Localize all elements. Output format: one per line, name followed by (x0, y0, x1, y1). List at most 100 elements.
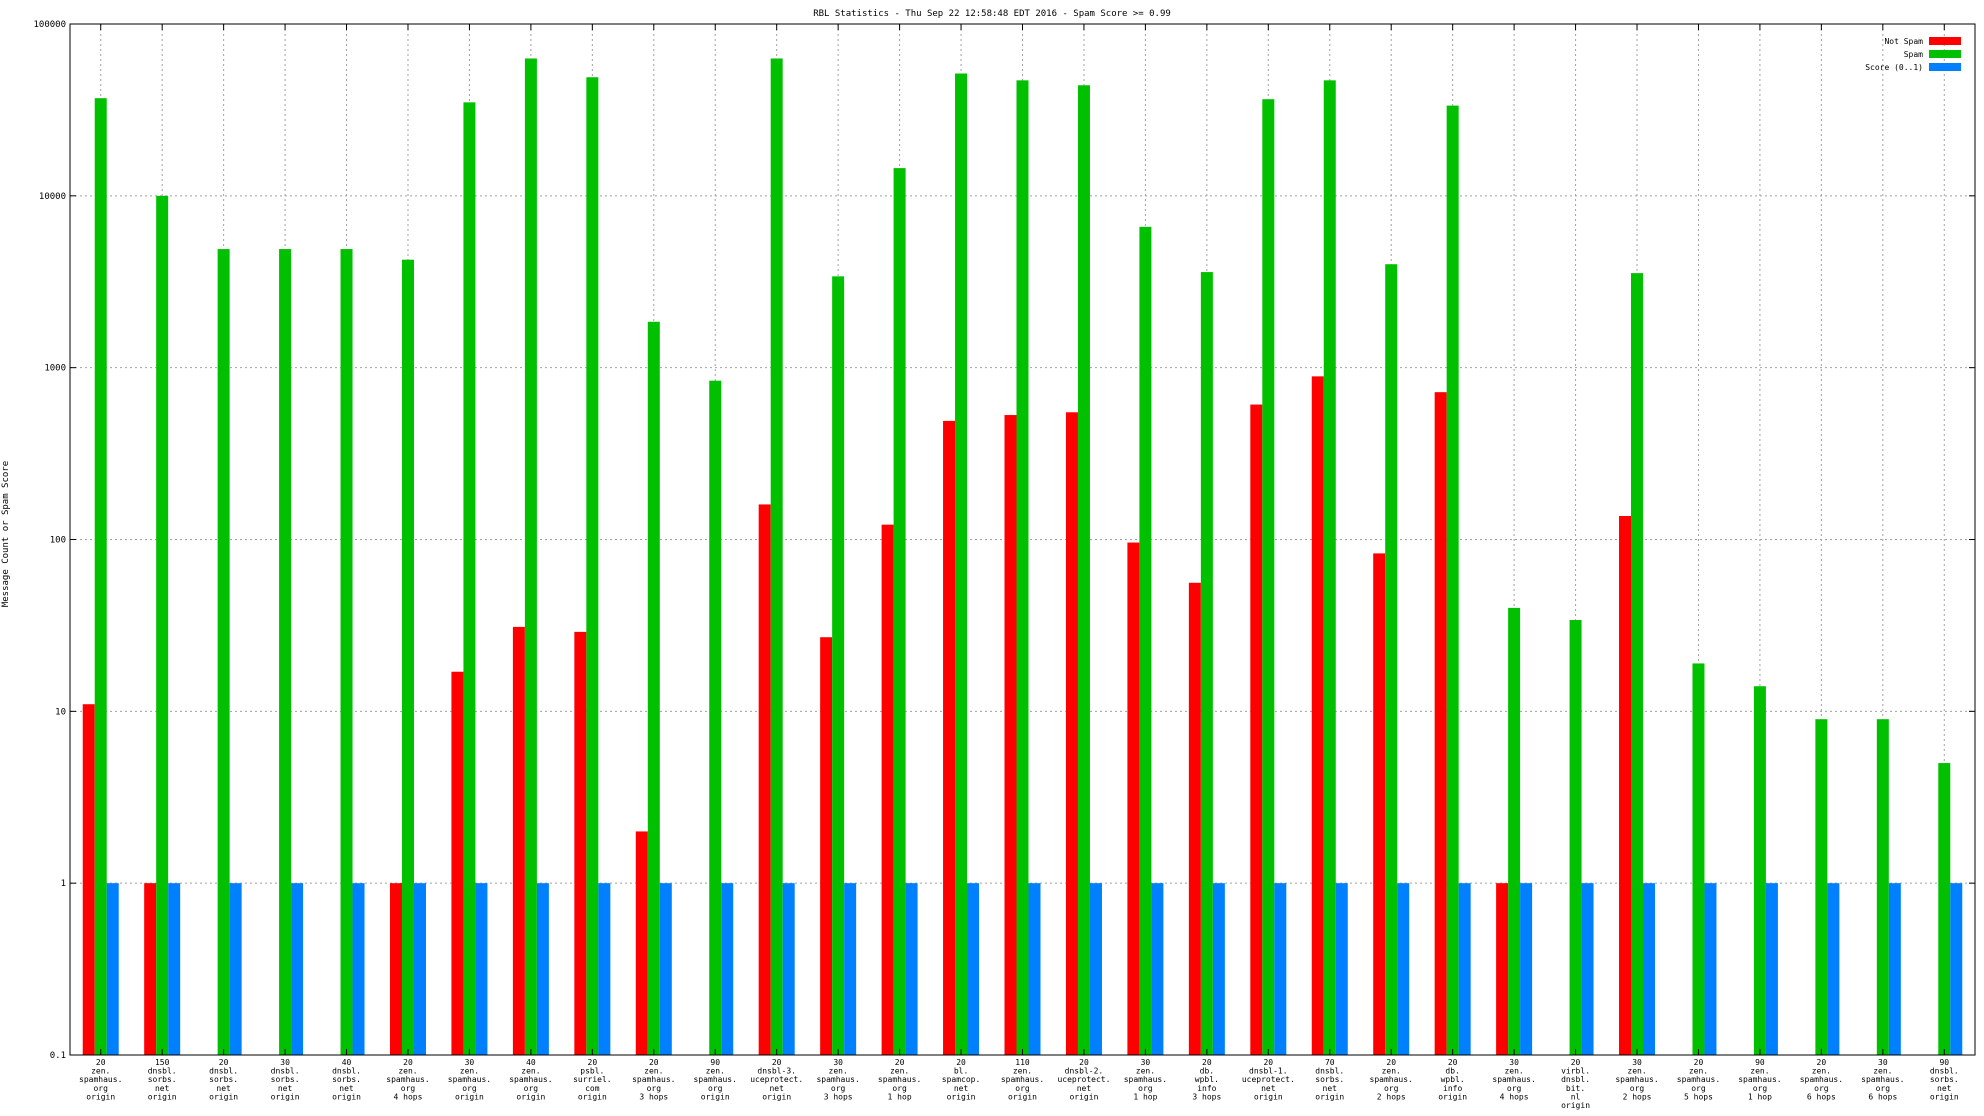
x-tick-label-line: net (1323, 1084, 1338, 1093)
x-tick-label-line: origin (1008, 1092, 1037, 1101)
x-tick-label-line: zen. (1136, 1067, 1155, 1076)
x-tick-label: 150 dnsbl. sorbs. net origin (148, 1058, 177, 1101)
bar-not-spam (574, 631, 587, 1055)
x-tick-label-line: 30 (1509, 1058, 1519, 1067)
x-tick-label-line: dnsbl. (332, 1067, 361, 1076)
bar-spam (1815, 719, 1828, 1055)
bar-score-0-1 (905, 883, 918, 1055)
bar-score-0-1 (475, 883, 488, 1055)
x-tick-label-line: org (831, 1084, 846, 1093)
x-tick-label-line: zen. (1689, 1067, 1708, 1076)
x-tick-label-line: sorbs. (209, 1075, 238, 1084)
x-tick-label-line: org (647, 1084, 662, 1093)
bar-spam (1446, 105, 1459, 1055)
x-tick-label-line: spamhaus. (1124, 1075, 1167, 1084)
chart-title: RBL Statistics - Thu Sep 22 12:58:48 EDT… (813, 9, 1171, 19)
x-tick-label-line: spamcop. (942, 1075, 981, 1084)
bar-spam (340, 249, 353, 1055)
bar-spam (1323, 80, 1336, 1055)
bar-spam (279, 249, 292, 1055)
x-tick-label-line: 90 (1939, 1058, 1949, 1067)
bar-not-spam (1311, 376, 1324, 1055)
bar-score-0-1 (598, 883, 611, 1055)
bar-spam (524, 58, 537, 1055)
x-tick-label-line: 30 (1141, 1058, 1151, 1067)
x-tick-label-line: origin (1438, 1092, 1467, 1101)
x-tick-label-line: zen. (398, 1067, 417, 1076)
x-tick-label-line: net (1077, 1084, 1092, 1093)
x-tick-label-line: spamhaus. (509, 1075, 552, 1084)
x-tick-label-line: sorbs. (148, 1075, 177, 1084)
x-tick-label-line: 20 (96, 1058, 106, 1067)
x-tick-label-line: 20 (1694, 1058, 1704, 1067)
x-tick-label: 90 zen. spamhaus. org origin (694, 1058, 737, 1101)
x-tick-label: 20 dnsbl-3. uceprotect. net origin (750, 1058, 803, 1101)
bar-score-0-1 (1765, 883, 1778, 1055)
x-tick-label-line: 20 (588, 1058, 598, 1067)
bar-spam (1569, 620, 1582, 1055)
x-tick-label-line: zen. (706, 1067, 725, 1076)
x-tick-label-line: 1 hop (1133, 1092, 1157, 1101)
bar-score-0-1 (1704, 883, 1717, 1055)
x-tick-label-line: dnsbl. (1930, 1067, 1959, 1076)
x-tick-label-line: uceprotect. (1057, 1075, 1110, 1084)
bar-spam (156, 195, 169, 1056)
bar-not-spam (1065, 412, 1078, 1055)
bar-score-0-1 (1397, 883, 1410, 1055)
bar-spam (1200, 272, 1213, 1056)
x-tick-label-line: spamhaus. (1800, 1075, 1843, 1084)
x-tick-label-line: zen. (1873, 1067, 1892, 1076)
x-tick-label: 20 zen. spamhaus. org 6 hops (1800, 1058, 1843, 1101)
bar-score-0-1 (1950, 883, 1963, 1055)
bar-not-spam (820, 637, 833, 1055)
x-tick-label-line: org (462, 1084, 477, 1093)
x-tick-label-line: org (1384, 1084, 1399, 1093)
x-tick-label-line: spamhaus. (1001, 1075, 1044, 1084)
x-tick-label: 70 dnsbl. sorbs. net origin (1315, 1058, 1344, 1101)
bar-not-spam (635, 831, 648, 1055)
x-tick-label: 20 zen. spamhaus. org 5 hops (1677, 1058, 1720, 1101)
x-tick-label-line: spamhaus. (1492, 1075, 1535, 1084)
x-tick-label: 40 zen. spamhaus. org origin (509, 1058, 552, 1101)
x-tick-label-line: 20 (219, 1058, 229, 1067)
x-tick-label-line: spamhaus. (1861, 1075, 1904, 1084)
bar-not-spam (1496, 883, 1509, 1055)
x-tick-label: 20 zen. spamhaus. org origin (79, 1058, 122, 1101)
y-axis-label: Message Count or Spam Score (1, 461, 11, 607)
bar-score-0-1 (659, 883, 672, 1055)
x-tick-label-line: org (1138, 1084, 1153, 1093)
x-tick-label: 30 zen. spamhaus. org 2 hops (1615, 1058, 1658, 1101)
x-tick-label-line: 20 (1079, 1058, 1089, 1067)
x-tick-label-line: 2 hops (1623, 1092, 1652, 1101)
y-tick-label: 10000 (39, 192, 66, 202)
x-tick-label-line: org (524, 1084, 539, 1093)
bar-spam (1753, 686, 1766, 1055)
bar-not-spam (512, 626, 525, 1055)
x-tick-label-line: dnsbl. (1561, 1075, 1590, 1084)
x-tick-label-line: origin (701, 1092, 730, 1101)
bar-spam (463, 102, 476, 1056)
x-tick-label: 30 dnsbl. sorbs. net origin (271, 1058, 300, 1101)
x-tick-label-line: nl (1571, 1092, 1581, 1101)
x-tick-label-line: origin (271, 1092, 300, 1101)
x-tick-label-line: zen. (1812, 1067, 1831, 1076)
x-tick-label-line: 2 hops (1377, 1092, 1406, 1101)
x-tick-label-line: org (1507, 1084, 1522, 1093)
bar-score-0-1 (782, 883, 795, 1055)
bar-not-spam (1373, 553, 1386, 1055)
bar-spam (1876, 719, 1889, 1055)
bar-not-spam (1619, 516, 1632, 1055)
x-tick-label-line: 6 hops (1807, 1092, 1836, 1101)
x-tick-label-line: virbl. (1561, 1067, 1590, 1076)
bar-not-spam (144, 883, 157, 1055)
x-tick-label-line: origin (1930, 1092, 1959, 1101)
x-tick-label-line: origin (455, 1092, 484, 1101)
x-tick-label: 90 zen. spamhaus. org 1 hop (1738, 1058, 1781, 1101)
x-tick-label-line: net (1937, 1084, 1952, 1093)
bar-not-spam (451, 671, 464, 1055)
x-tick-label-line: 20 (403, 1058, 413, 1067)
bar-spam (1262, 99, 1275, 1056)
bar-spam (1631, 273, 1644, 1055)
x-tick-label-line: org (1015, 1084, 1030, 1093)
